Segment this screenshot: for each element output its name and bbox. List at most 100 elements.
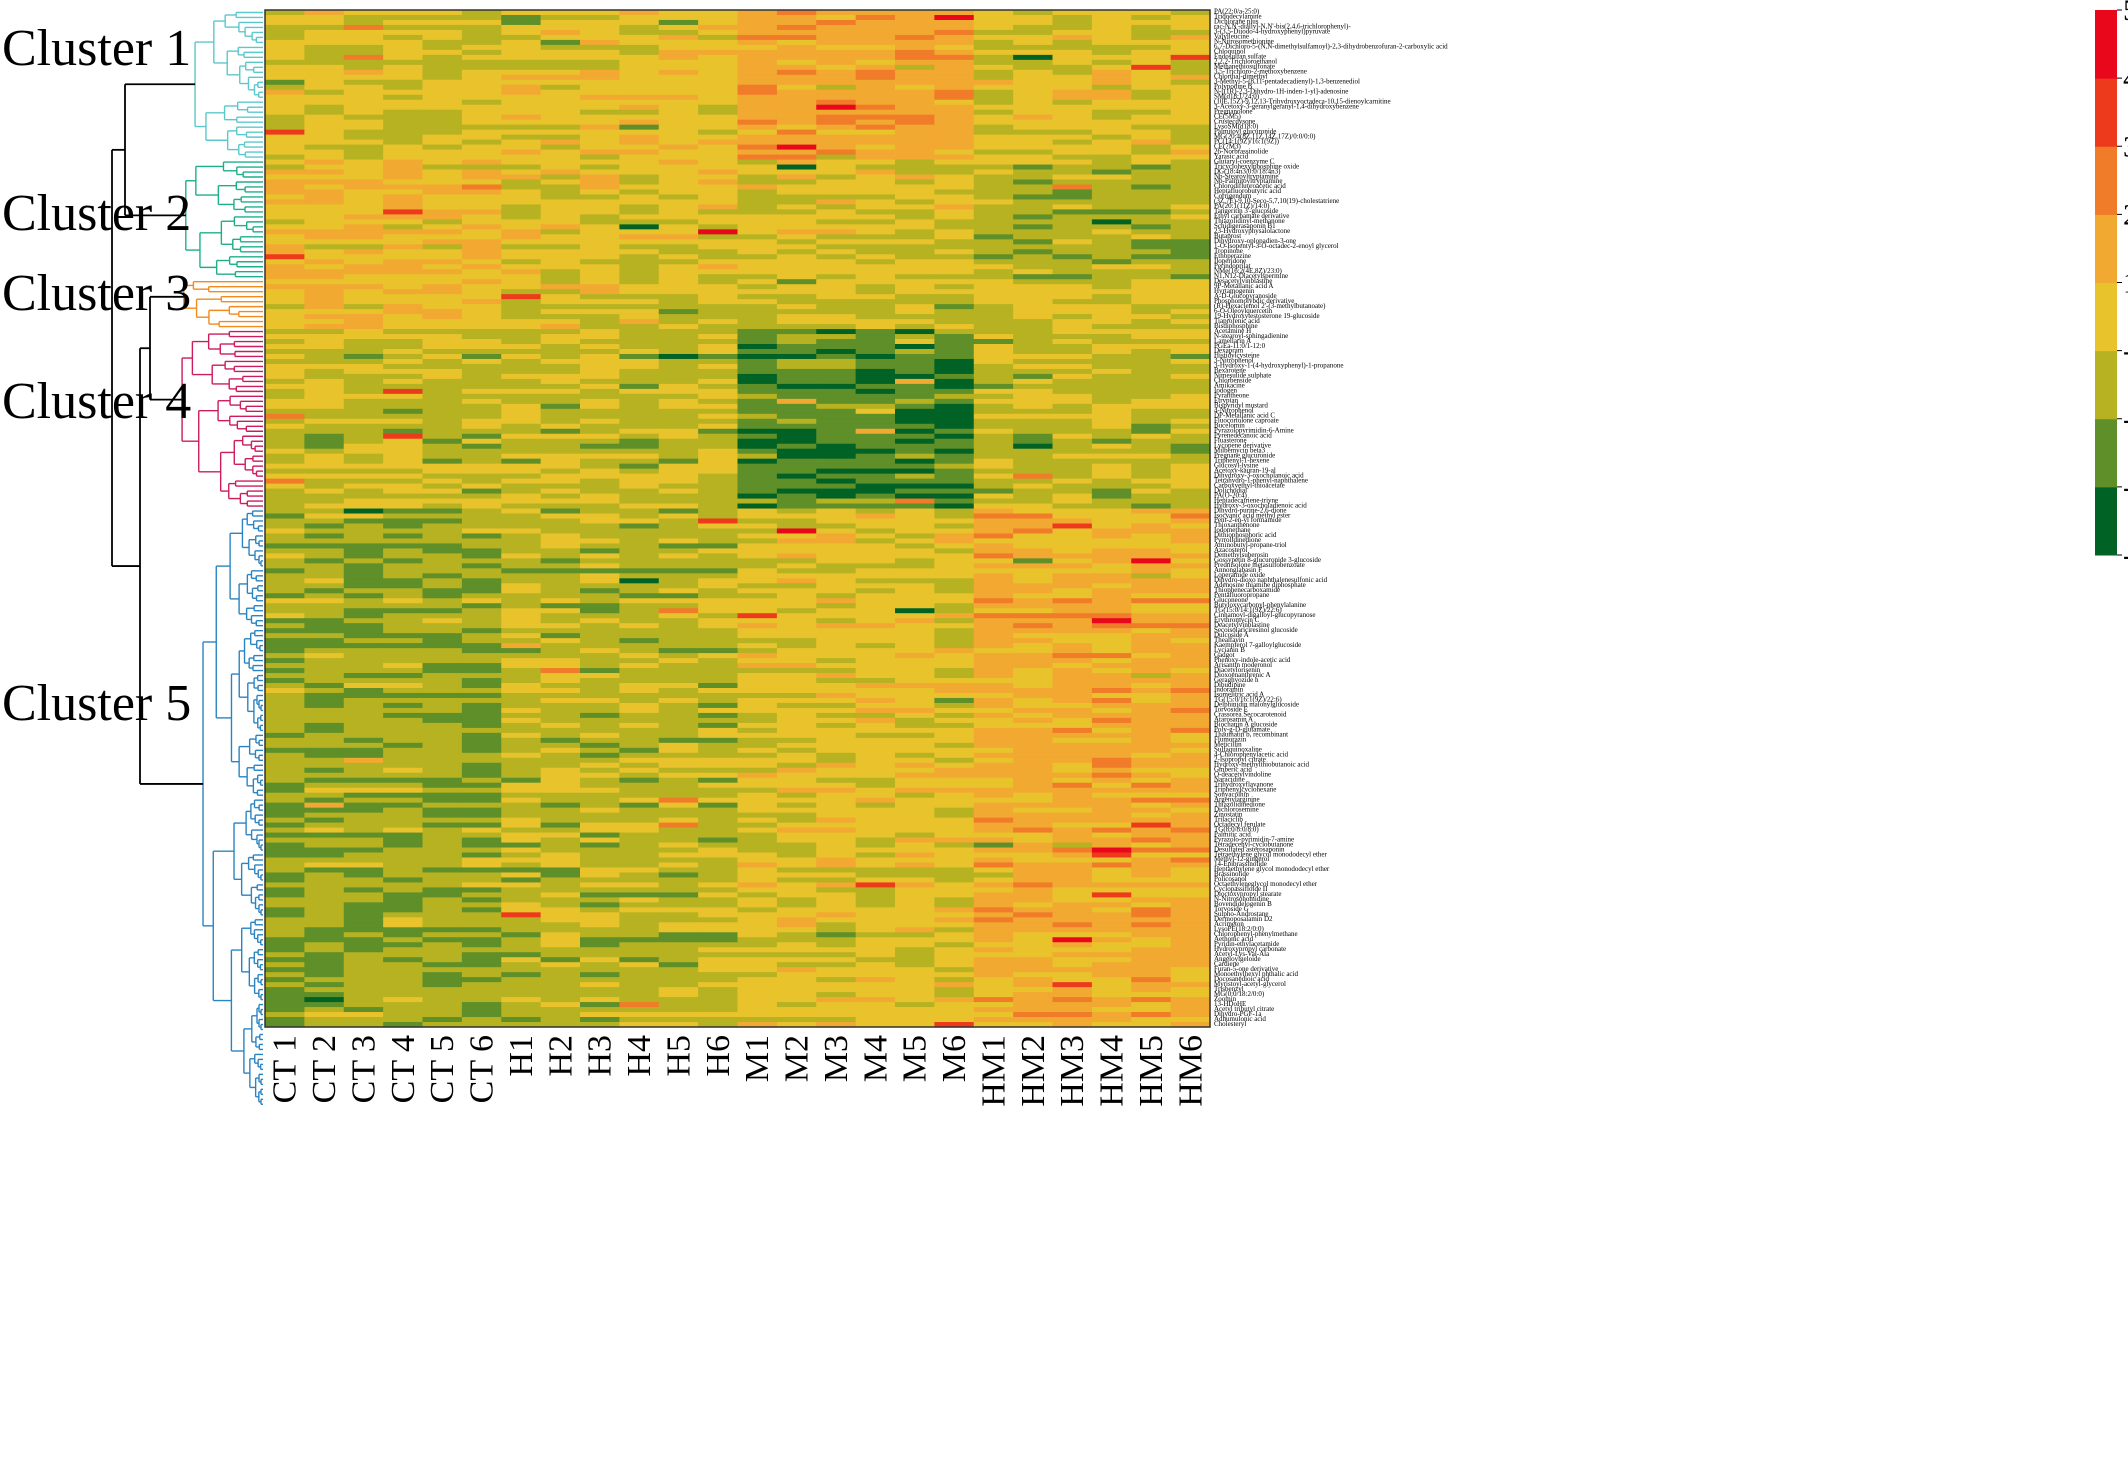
heat-cell (1091, 468, 1132, 475)
heat-cell (265, 199, 305, 206)
heat-cell (619, 259, 660, 265)
heat-cell (934, 702, 975, 709)
heat-cell (658, 822, 699, 829)
heat-cell (1091, 349, 1132, 355)
heat-cell (461, 214, 502, 220)
heat-cell (304, 882, 345, 889)
heat-cell (1091, 488, 1132, 495)
heat-cell (1091, 742, 1132, 749)
heat-cell (658, 762, 699, 769)
heat-cell (383, 548, 424, 554)
heat-cell (855, 623, 896, 629)
heat-cell (265, 643, 305, 649)
heat-cell (1131, 628, 1172, 634)
heat-cell (383, 772, 424, 779)
heat-cell (501, 254, 542, 260)
heat-cell (1170, 169, 1211, 176)
heat-cell (737, 408, 778, 415)
heat-cell (816, 314, 857, 320)
heat-cell (698, 378, 739, 385)
heat-cell (265, 867, 305, 874)
heat-cell (304, 204, 345, 211)
heat-cell (934, 458, 975, 465)
heat-cell (304, 807, 345, 814)
heat-cell (895, 254, 935, 260)
heat-cell (304, 503, 345, 510)
heat-cell (265, 578, 305, 584)
heat-cell (501, 329, 542, 335)
heat-cell (737, 124, 778, 131)
heat-cell (501, 398, 542, 405)
heat-cell (658, 199, 699, 206)
heat-cell (265, 269, 305, 275)
heat-cell (934, 304, 975, 310)
heat-cell (1131, 802, 1172, 809)
heat-cell (895, 867, 935, 874)
heat-cell (973, 902, 1014, 908)
heat-cell (1170, 294, 1211, 300)
heat-cell (973, 633, 1014, 639)
heat-cell (855, 169, 896, 176)
heat-cell (1131, 99, 1172, 106)
heat-cell (580, 144, 620, 151)
heat-cell (895, 29, 935, 36)
heat-cell (1170, 39, 1211, 46)
heat-cell (1170, 443, 1211, 450)
heat-cell (658, 433, 699, 440)
heat-cell (816, 264, 857, 270)
heat-cell (383, 528, 424, 535)
heat-cell (265, 812, 305, 819)
heat-cell (737, 383, 778, 390)
heat-cell (540, 827, 581, 834)
heat-cell (1013, 433, 1054, 440)
heat-cell (895, 423, 935, 430)
heat-cell (540, 862, 581, 869)
heat-cell (1131, 169, 1172, 176)
heat-cell (1013, 39, 1054, 46)
heat-cell (619, 638, 660, 644)
heat-cell (698, 832, 739, 839)
heat-cell (776, 742, 817, 749)
heat-cell (619, 628, 660, 634)
heat-cell (422, 334, 463, 340)
heat-cell (973, 882, 1014, 889)
heat-cell (1052, 737, 1093, 744)
heat-cell (934, 199, 975, 206)
heat-cell (658, 84, 699, 91)
heat-cell (895, 458, 935, 465)
heat-cell (776, 717, 817, 724)
heat-cell (816, 787, 857, 794)
heat-cell (1091, 663, 1132, 669)
heat-cell (343, 378, 384, 385)
heat-cell (658, 209, 699, 215)
heat-cell (1170, 568, 1211, 574)
heat-cell (737, 403, 778, 410)
heat-cell (698, 19, 739, 26)
heat-cell (737, 209, 778, 215)
heat-cell (1013, 114, 1054, 121)
heat-cell (737, 319, 778, 325)
heat-cell (1052, 638, 1093, 644)
heat-cell (737, 324, 778, 330)
heat-cell (1170, 184, 1211, 191)
heat-cell (737, 129, 778, 136)
heat-cell (737, 244, 778, 250)
heat-cell (776, 104, 817, 111)
heat-cell (855, 403, 896, 410)
heat-cell (934, 797, 975, 804)
heat-cell (1131, 872, 1172, 879)
heat-cell (580, 74, 620, 81)
heat-cell (304, 678, 345, 684)
heat-cell (304, 658, 345, 664)
heat-cell (540, 174, 581, 181)
heat-cell (973, 528, 1014, 535)
heat-cell (855, 94, 896, 101)
heat-cell (698, 468, 739, 475)
heat-cell (1013, 563, 1054, 569)
heat-cell (934, 294, 975, 300)
heat-cell (619, 24, 660, 31)
heat-cell (540, 872, 581, 879)
heat-cell (895, 578, 935, 584)
heat-cell (383, 533, 424, 540)
heat-cell (698, 358, 739, 365)
